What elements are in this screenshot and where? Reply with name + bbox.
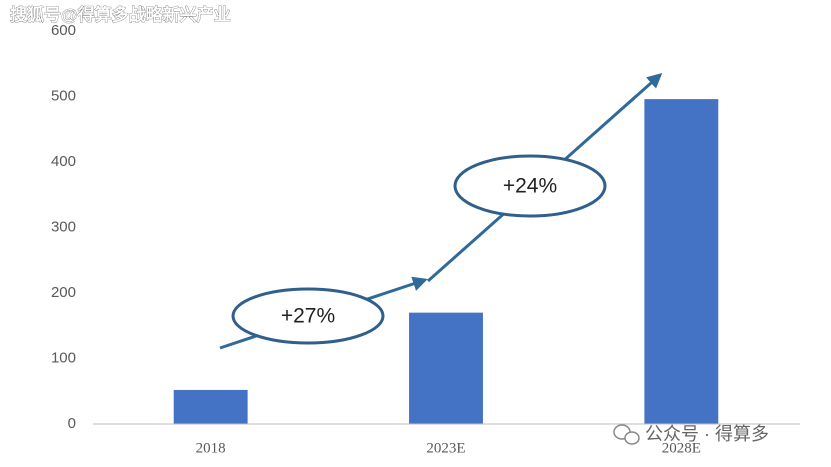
- plot-area: 0 100 200 300 400 500 600 2018 2023E 2028E: [51, 22, 719, 456]
- bar: [173, 389, 248, 424]
- y-tick-label: 400: [51, 153, 76, 170]
- growth-arrows: +27% +24%: [219, 73, 663, 350]
- watermark: 公众号 · 得算多: [645, 424, 769, 444]
- y-tick-label: 600: [51, 22, 76, 39]
- y-tick-label: 500: [51, 87, 76, 104]
- annotation: +27%: [281, 305, 335, 328]
- y-tick-label: 100: [51, 349, 76, 366]
- x-tick-label: 2023E: [426, 440, 465, 456]
- annotation: +24%: [503, 175, 557, 198]
- watermark: 搜狐号@得算多战略新兴产业: [10, 4, 231, 24]
- watermark-icon: [613, 424, 640, 445]
- bar: [644, 99, 719, 425]
- annotation-bubble: [231, 287, 385, 345]
- y-tick-label: 0: [68, 415, 76, 432]
- x-tick-label: 2028E: [662, 440, 701, 456]
- annotation-bubble: [453, 154, 607, 218]
- y-tick-label: 200: [51, 284, 76, 301]
- y-tick-label: 300: [51, 218, 76, 235]
- bar: [409, 312, 483, 424]
- x-tick-label: 2018: [196, 440, 226, 456]
